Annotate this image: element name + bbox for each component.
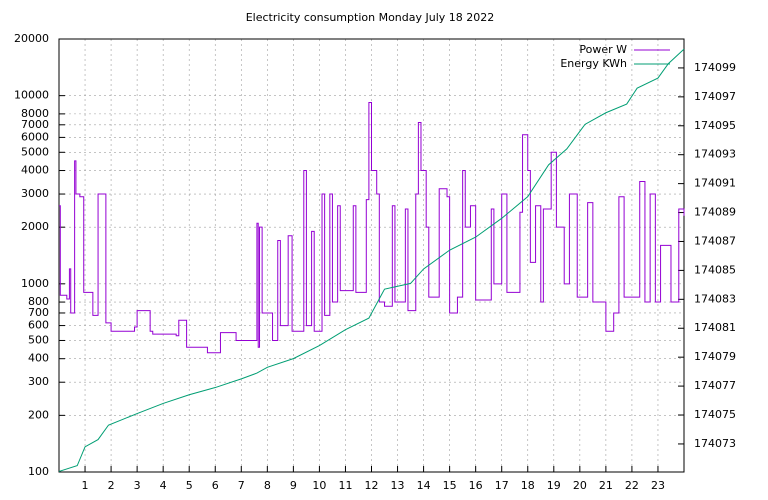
y-tick-label: 6000 [21,130,49,143]
y-tick-label: 500 [28,333,49,346]
y-tick-label: 400 [28,352,49,365]
x-tick-label: 5 [186,479,193,492]
y-tick-label: 2000 [21,220,49,233]
y2-tick-label: 174089 [694,206,736,219]
x-tick-label: 23 [651,479,665,492]
y2-tick-label: 174099 [694,61,736,74]
x-tick-label: 1 [82,479,89,492]
chart-title: Electricity consumption Monday July 18 2… [246,11,495,24]
x-tick-label: 12 [365,479,379,492]
y2-tick-label: 174085 [694,263,736,276]
y2-tick-label: 174091 [694,177,736,190]
x-tick-label: 17 [495,479,509,492]
y2-tick-label: 174095 [694,119,736,132]
x-tick-label: 8 [264,479,271,492]
y2-tick-label: 174083 [694,292,736,305]
legend-label: Power W [579,43,627,56]
x-tick-label: 2 [108,479,115,492]
y-tick-label: 1000 [21,277,49,290]
y2-tick-label: 174097 [694,90,736,103]
series-line [58,48,685,472]
y-tick-label: 700 [28,306,49,319]
y-tick-label: 200 [28,408,49,421]
y-tick-label: 5000 [21,145,49,158]
x-tick-label: 7 [238,479,245,492]
y-tick-label: 100 [28,465,49,478]
y2-tick-label: 174077 [694,379,736,392]
x-tick-label: 20 [573,479,587,492]
x-tick-label: 10 [312,479,326,492]
y-tick-label: 8000 [21,107,49,120]
y-tick-label: 800 [28,295,49,308]
y2-tick-label: 174073 [694,437,736,450]
x-tick-label: 4 [160,479,167,492]
x-tick-label: 15 [443,479,457,492]
x-tick-label: 21 [599,479,613,492]
y-tick-label: 3000 [21,187,49,200]
legend-label: Energy KWh [560,57,627,70]
x-tick-label: 3 [134,479,141,492]
y2-tick-label: 174075 [694,408,736,421]
y2-tick-label: 174087 [694,234,736,247]
y-tick-label: 10000 [14,89,49,102]
y2-tick-label: 174079 [694,350,736,363]
y-tick-label: 7000 [21,118,49,131]
y2-tick-label: 174093 [694,148,736,161]
plot-frame [58,38,685,473]
y-tick-label: 20000 [14,32,49,45]
series-line [59,101,685,354]
x-tick-label: 14 [417,479,431,492]
x-tick-label: 9 [290,479,297,492]
x-tick-label: 16 [469,479,483,492]
x-tick-label: 13 [391,479,405,492]
y-tick-label: 300 [28,375,49,388]
x-tick-label: 18 [521,479,535,492]
y-tick-label: 4000 [21,164,49,177]
x-tick-label: 6 [212,479,219,492]
x-tick-label: 11 [338,479,352,492]
x-tick-label: 19 [547,479,561,492]
x-tick-label: 22 [625,479,639,492]
y2-tick-label: 174081 [694,321,736,334]
y-tick-label: 600 [28,319,49,332]
